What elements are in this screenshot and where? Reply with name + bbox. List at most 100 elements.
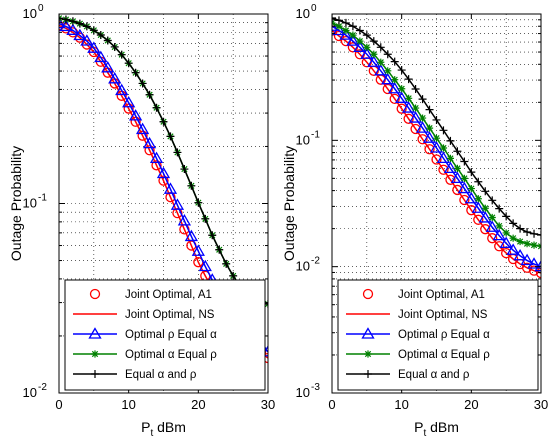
data-point: [142, 136, 157, 149]
y-tick-label: 10: [23, 6, 37, 21]
data-point: [438, 164, 449, 175]
data-point: [460, 157, 469, 166]
data-point: [87, 41, 101, 53]
data-point: [425, 105, 434, 114]
data-point: [488, 196, 497, 205]
data-point: [516, 224, 525, 233]
data-point: [513, 248, 527, 261]
data-point: [457, 181, 471, 194]
x-tick-label: 30: [534, 397, 548, 412]
y-tick-label: 10: [296, 6, 310, 21]
x-tick-label: 10: [394, 397, 408, 412]
legend-swatch-marker: [361, 327, 375, 339]
data-point: [353, 40, 367, 52]
legend-item: Joint Optimal, A1: [89, 288, 212, 301]
data-point: [152, 103, 161, 112]
data-point: [411, 84, 420, 93]
data-point: [137, 130, 148, 141]
legend-item: Optimal α Equal ρ: [346, 349, 490, 361]
data-point: [135, 122, 150, 135]
data-point: [537, 231, 541, 240]
data-point: [335, 22, 343, 30]
data-point: [460, 174, 468, 182]
data-point: [471, 201, 485, 213]
data-point: [384, 67, 392, 75]
legend-item: Equal α and ρ: [346, 369, 470, 381]
data-point: [464, 191, 478, 204]
data-point: [173, 148, 182, 157]
legend-item: Joint Optimal, A1: [362, 288, 485, 301]
data-point: [389, 93, 400, 104]
data-point: [80, 34, 94, 46]
y-tick-exponent: -1: [38, 193, 47, 204]
data-point: [170, 198, 185, 210]
y-tick-exponent: -3: [311, 382, 320, 393]
legend-swatch-marker: [91, 370, 99, 378]
data-point: [402, 101, 416, 113]
data-point: [404, 75, 413, 84]
data-point: [530, 229, 539, 238]
y-tick-label: 10: [296, 259, 310, 274]
data-point: [418, 95, 427, 104]
data-point: [166, 132, 175, 141]
data-point: [429, 141, 444, 153]
series-line: [332, 29, 541, 274]
data-point: [453, 164, 461, 172]
data-point: [180, 165, 189, 174]
y-tick-label: 10: [23, 385, 37, 400]
legend: Joint Optimal, A1 Joint Optimal, NS Optima…: [337, 279, 539, 391]
legend-label: Equal α and ρ: [398, 369, 470, 381]
data-point: [425, 124, 434, 132]
data-point: [499, 236, 513, 248]
data-point: [509, 234, 517, 242]
data-point: [382, 83, 393, 95]
legend-swatch-marker: [362, 288, 374, 300]
legend-item: Joint Optimal, NS: [346, 309, 488, 321]
data-point: [509, 219, 518, 228]
data-point: [151, 160, 162, 171]
data-point: [467, 168, 476, 177]
data-point: [349, 31, 357, 39]
data-point: [534, 259, 541, 272]
series-2: [332, 29, 541, 274]
data-point: [82, 22, 91, 31]
data-point: [363, 43, 371, 51]
data-point: [530, 241, 538, 249]
x-tick-label: 10: [121, 397, 135, 412]
data-point: [145, 90, 154, 99]
data-point: [408, 111, 423, 123]
data-point: [108, 72, 122, 84]
data-point: [417, 134, 428, 145]
data-point: [198, 259, 212, 272]
data-point: [339, 28, 353, 40]
legend-label: Joint Optimal, NS: [398, 309, 488, 321]
data-point: [446, 136, 455, 145]
data-point: [478, 211, 492, 223]
legend-item: Optimal α Equal ρ: [73, 349, 217, 361]
x-tick-label: 30: [261, 397, 275, 412]
legend-label: Joint Optimal, A1: [125, 289, 212, 301]
data-point: [348, 22, 357, 31]
y-tick-exponent: -1: [311, 129, 320, 140]
data-point: [362, 31, 371, 40]
data-point: [405, 94, 413, 102]
series-3: [332, 19, 541, 272]
data-point: [487, 233, 498, 244]
data-point: [436, 151, 451, 164]
data-point: [332, 14, 336, 22]
legend-item: Optimal ρ Equal α: [346, 327, 490, 341]
data-point: [492, 228, 506, 241]
data-point: [439, 144, 448, 152]
data-point: [466, 205, 477, 216]
data-point: [398, 85, 406, 93]
data-point: [527, 257, 541, 269]
data-point: [122, 95, 136, 108]
data-point: [117, 50, 126, 59]
data-point: [418, 114, 427, 122]
legend-swatch-marker: [364, 350, 372, 358]
y-tick-label: 10: [296, 132, 310, 147]
legend-label: Joint Optimal, A1: [398, 289, 485, 301]
data-point: [381, 72, 395, 85]
